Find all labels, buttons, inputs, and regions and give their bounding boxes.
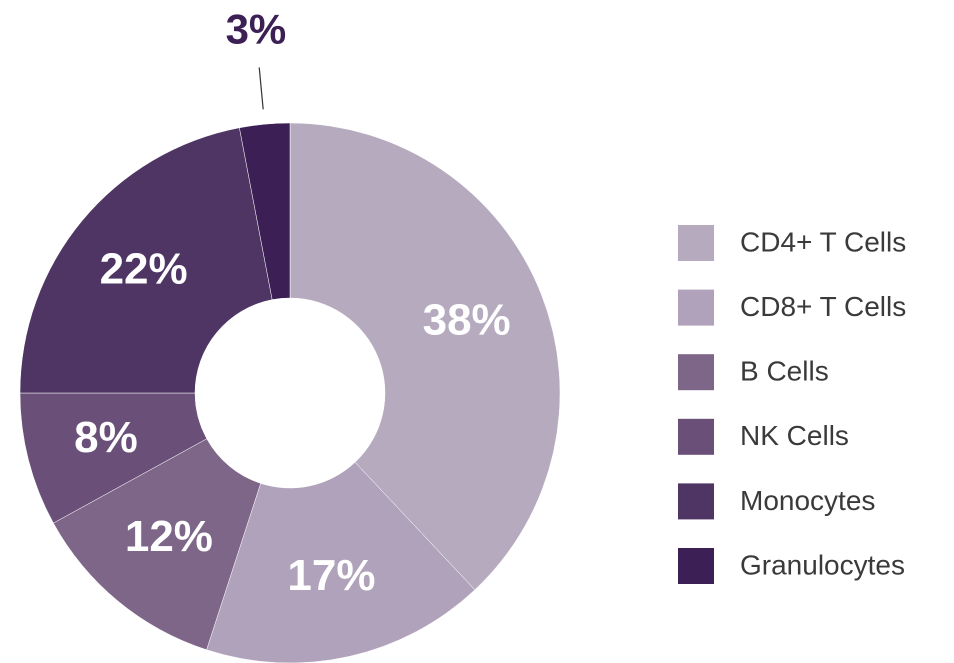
donut-slice (206, 461, 476, 663)
legend-swatch (678, 483, 714, 520)
legend-label: NK Cells (740, 420, 849, 451)
data-label: 38% (423, 296, 511, 345)
donut-slice (19, 127, 273, 394)
data-label: 22% (100, 245, 188, 294)
legend-swatch (678, 289, 714, 326)
legend-swatch (678, 418, 714, 455)
data-label: 17% (287, 551, 375, 600)
legend-swatch (678, 354, 714, 391)
legend-swatch (678, 548, 714, 584)
legend-label: CD8+ T Cells (740, 291, 906, 322)
donut-slice (53, 438, 261, 651)
legend-label: B Cells (740, 356, 829, 387)
legend-label: Granulocytes (740, 549, 905, 580)
donut-slice (289, 122, 561, 591)
data-label: 3% (226, 6, 287, 53)
donut-slice (239, 122, 291, 300)
data-label: 8% (74, 413, 138, 462)
data-label: 12% (125, 512, 213, 561)
legend-swatch (678, 225, 714, 261)
legend-label: CD4+ T Cells (740, 226, 906, 257)
leader-line (258, 67, 264, 110)
legend-label: Monocytes (740, 485, 875, 516)
